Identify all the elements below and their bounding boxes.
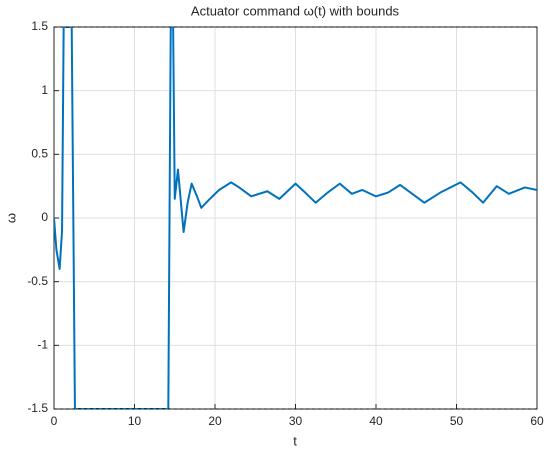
y-tick-label: 1.5 xyxy=(31,19,48,33)
plot-group xyxy=(54,27,537,409)
x-tick-label: 10 xyxy=(128,414,142,428)
x-tick-label: 50 xyxy=(450,414,464,428)
x-axis-label: t xyxy=(293,433,297,448)
x-tick-label: 60 xyxy=(530,414,544,428)
x-tick-label: 40 xyxy=(369,414,383,428)
y-tick-label: 0.5 xyxy=(31,147,48,161)
y-axis-label: ω xyxy=(3,213,18,223)
y-tick-label: 0 xyxy=(41,210,48,224)
x-tick-label: 0 xyxy=(51,414,58,428)
y-tick-label: -0.5 xyxy=(27,274,48,288)
y-tick-label: -1.5 xyxy=(27,401,48,415)
x-tick-label: 20 xyxy=(208,414,222,428)
y-tick-label: 1 xyxy=(41,83,48,97)
chart-title: Actuator command ω(t) with bounds xyxy=(191,3,400,18)
data-line xyxy=(54,27,537,409)
x-tick-label: 30 xyxy=(289,414,303,428)
y-tick-label: -1 xyxy=(37,338,48,352)
